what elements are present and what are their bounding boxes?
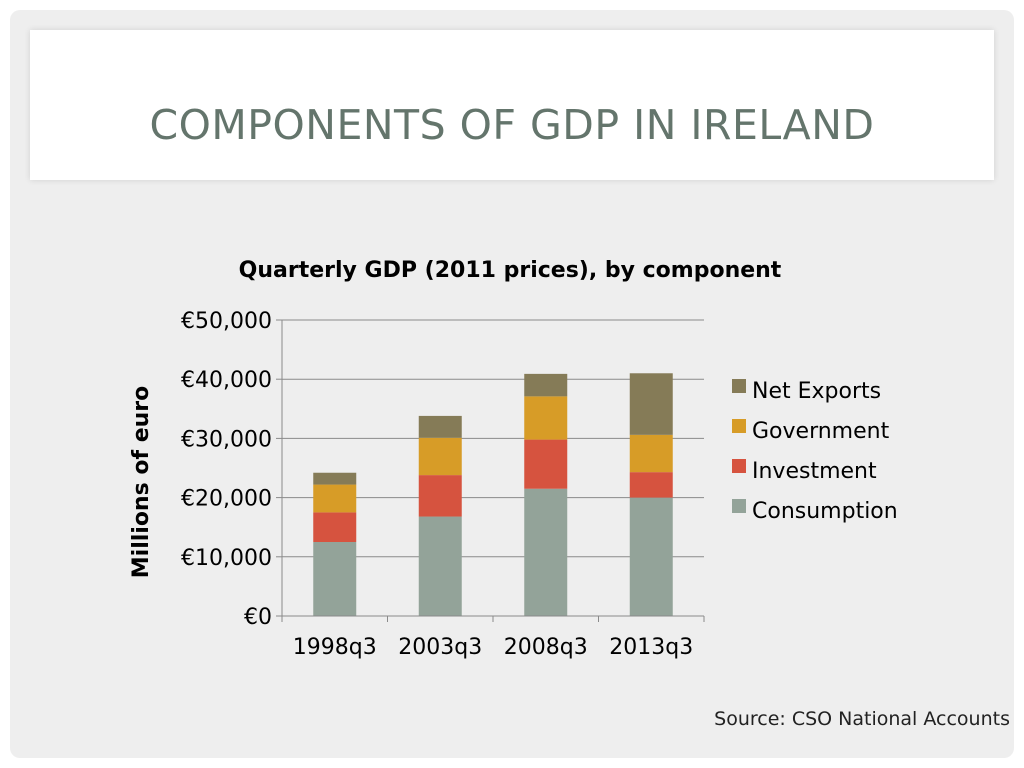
y-axis-label: Millions of euro <box>129 386 154 578</box>
bar-government-2008q3 <box>524 396 568 440</box>
y-tick-label: €10,000 <box>181 546 272 571</box>
bar-government-2003q3 <box>418 437 462 476</box>
x-tick-label: 1998q3 <box>293 635 377 660</box>
y-tick-label: €50,000 <box>181 309 272 334</box>
legend-label-consumption: Consumption <box>752 499 898 524</box>
x-tick-label: 2003q3 <box>398 635 482 660</box>
slide-background: COMPONENTS OF GDP IN IRELAND <box>10 10 1014 758</box>
x-tick-label: 2013q3 <box>609 635 693 660</box>
y-tick-label: €0 <box>244 605 272 630</box>
bar-net-exports-2003q3 <box>418 415 462 438</box>
bar-government-1998q3 <box>313 484 357 513</box>
legend-swatch-investment <box>732 459 746 473</box>
slide-title: COMPONENTS OF GDP IN IRELAND <box>149 101 875 149</box>
legend-swatch-net-exports <box>732 379 746 393</box>
bar-consumption-1998q3 <box>313 542 357 616</box>
bar-investment-2008q3 <box>524 439 568 489</box>
y-tick-label: €20,000 <box>181 487 272 512</box>
legend-label-net-exports: Net Exports <box>752 379 881 404</box>
bar-consumption-2008q3 <box>524 488 568 616</box>
x-tick-label: 2008q3 <box>504 635 588 660</box>
bar-investment-2013q3 <box>629 472 673 498</box>
legend-label-government: Government <box>752 419 890 444</box>
chart-title: Quarterly GDP (2011 prices), by componen… <box>239 258 782 283</box>
bar-government-2013q3 <box>629 434 673 473</box>
bar-net-exports-2008q3 <box>524 373 568 397</box>
bar-consumption-2003q3 <box>418 516 462 616</box>
y-tick-label: €40,000 <box>181 368 272 393</box>
bar-investment-2003q3 <box>418 475 462 517</box>
legend-swatch-government <box>732 419 746 433</box>
source-note: Source: CSO National Accounts <box>714 708 1010 730</box>
bar-consumption-2013q3 <box>629 497 673 616</box>
title-box: COMPONENTS OF GDP IN IRELAND <box>30 30 994 180</box>
bar-investment-1998q3 <box>313 512 357 542</box>
bar-net-exports-1998q3 <box>313 472 357 485</box>
bar-net-exports-2013q3 <box>629 373 673 435</box>
legend-label-investment: Investment <box>752 459 877 484</box>
legend-swatch-consumption <box>732 499 746 513</box>
y-tick-label: €30,000 <box>181 427 272 452</box>
